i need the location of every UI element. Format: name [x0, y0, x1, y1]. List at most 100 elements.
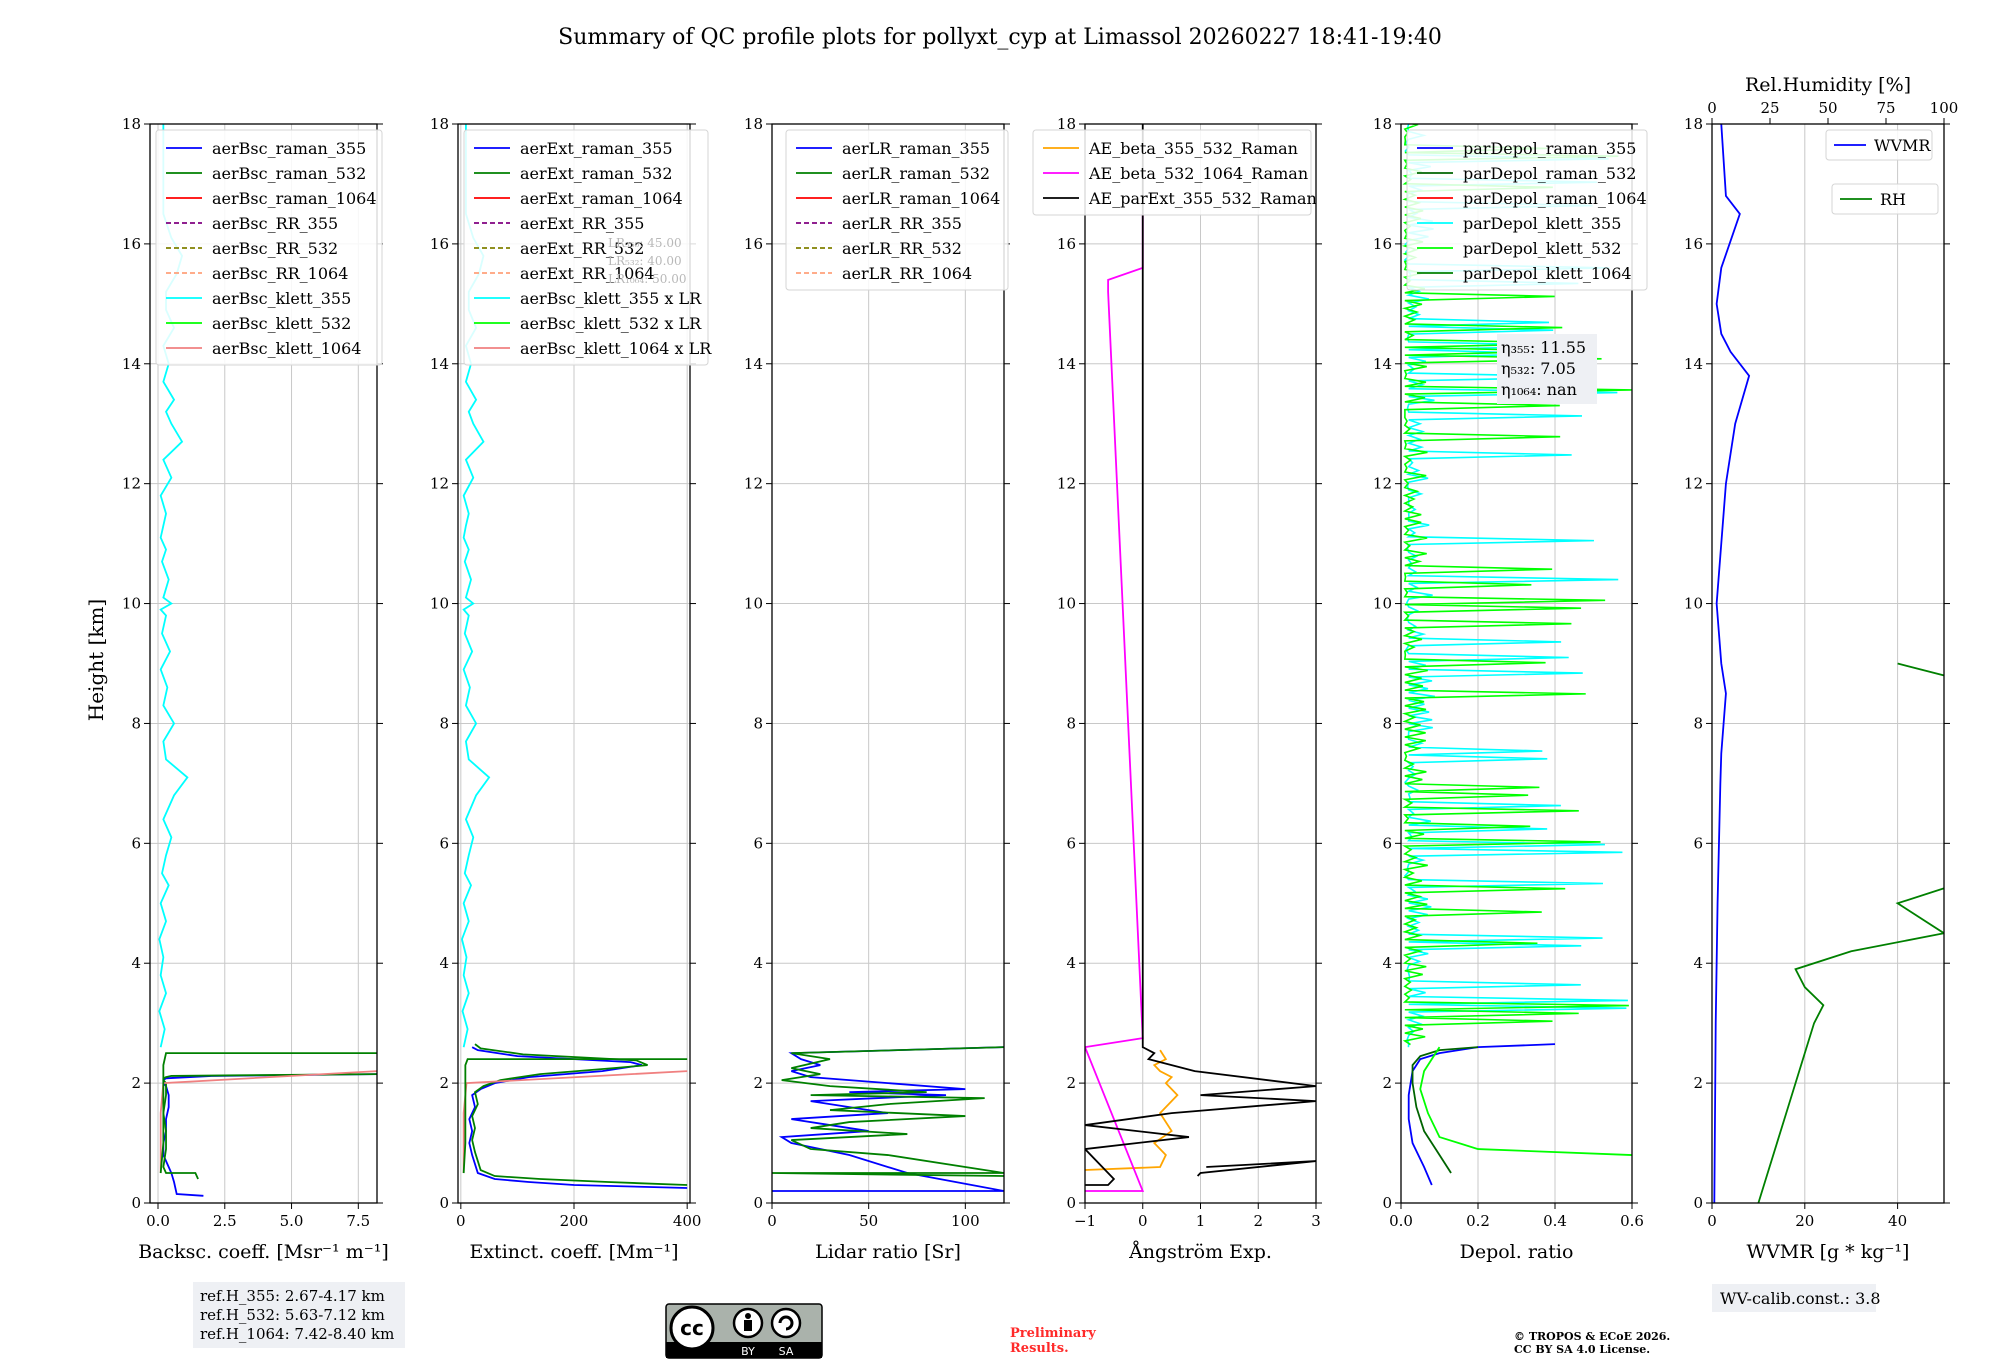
- y-tick-label: 4: [131, 954, 141, 972]
- y-tick-label: 12: [122, 475, 141, 493]
- preliminary-line1: Preliminary: [1010, 1326, 1096, 1341]
- y-tick-label: 6: [1066, 834, 1076, 852]
- legend: AE_beta_355_532_Raman AE_beta_532_1064_Ra…: [1032, 129, 1317, 216]
- legend-label: aerBsc_RR_355: [212, 214, 338, 233]
- y-tick-label: 16: [430, 235, 449, 253]
- aerBsc_raman_355-line: [162, 1073, 377, 1197]
- y-tick-label: 2: [1693, 1074, 1703, 1092]
- AE_beta_355_532_Raman-line: [1085, 1049, 1179, 1171]
- legend-label: aerLR_raman_532: [842, 164, 990, 183]
- x2-axis-label: Rel.Humidity [%]: [1745, 74, 1911, 96]
- y-tick-label: 8: [131, 714, 141, 732]
- x2-tick-label: 50: [1818, 99, 1837, 117]
- WVMR-line: [1713, 124, 1751, 1203]
- legend-box: [785, 129, 1009, 291]
- x-axis-label: Extinct. coeff. [Mm⁻¹]: [469, 1241, 678, 1263]
- x2-tick-label: 100: [1930, 99, 1959, 117]
- sa-share-icon: [770, 1307, 802, 1339]
- x-tick-label: 20: [1795, 1212, 1814, 1230]
- legend-label: aerBsc_klett_532 x LR: [520, 314, 702, 333]
- y-tick-label: 14: [1373, 355, 1392, 373]
- y-tick-label: 10: [1684, 595, 1703, 613]
- figure-title: Summary of QC profile plots for pollyxt_…: [558, 25, 1442, 50]
- legend-label: aerLR_RR_1064: [842, 264, 972, 283]
- y-tick-label: 6: [1382, 834, 1392, 852]
- axes-frame: [149, 123, 378, 1204]
- aerExt_raman_532-line: [471, 1043, 688, 1186]
- legend-RH: RH: [1831, 183, 1939, 215]
- legend-label: aerBsc_klett_1064 x LR: [520, 339, 712, 358]
- y-tick-label: 2: [439, 1074, 449, 1092]
- legend-label: RH: [1880, 190, 1906, 209]
- legend-box: [1032, 129, 1312, 216]
- y-tick-label: 14: [430, 355, 449, 373]
- x-tick-label: 0: [1707, 1212, 1717, 1230]
- legend-box: [463, 129, 709, 366]
- y-tick-label: 4: [753, 954, 763, 972]
- parDepol_raman_532-line: [1411, 1046, 1479, 1174]
- lr-annotation: LR₁₀₆₄: 50.00: [608, 272, 686, 286]
- eta-annotation: η₃₅₅: 11.55: [1501, 338, 1586, 357]
- legend-label: aerBsc_klett_532: [212, 314, 351, 333]
- x-tick-label: 0.4: [1543, 1212, 1567, 1230]
- y-tick-label: 16: [1057, 235, 1076, 253]
- y-tick-label: 16: [1373, 235, 1392, 253]
- y-tick-label: 12: [430, 475, 449, 493]
- axes-frame: [771, 123, 1005, 1204]
- eta-annotation: η₅₃₂: 7.05: [1501, 359, 1576, 378]
- y-tick-label: 14: [122, 355, 141, 373]
- y-tick-label: 2: [131, 1074, 141, 1092]
- x-axis-label: WVMR [g * kg⁻¹]: [1747, 1241, 1910, 1263]
- y-tick-label: 18: [1684, 115, 1703, 133]
- legend-label: aerExt_raman_1064: [520, 189, 683, 208]
- x-tick-label: 0.0: [1389, 1212, 1413, 1230]
- parDepol_raman_355-line: [1407, 1043, 1556, 1186]
- y-axis: 0 2 4 6 8 10 12 14 16 18: [744, 115, 1010, 1212]
- y-tick-label: 16: [122, 235, 141, 253]
- x-tick-label: −1: [1074, 1212, 1096, 1230]
- y-tick-label: 6: [131, 834, 141, 852]
- y-axis: 0 2 4 6 8 10 12 14 16 18: [122, 115, 383, 1212]
- y-tick-label: 18: [1057, 115, 1076, 133]
- lr-annotation: LR₅₃₂: 40.00: [608, 254, 682, 268]
- panel-3: 0 2 4 6 8 10 12 14 16 18 0 50 100 Lidar ratio [Sr] aer…: [744, 115, 1010, 1263]
- legend: aerBsc_raman_355 aerBsc_raman_532 aerBsc_r…: [155, 129, 383, 366]
- eta-box: [1497, 334, 1597, 404]
- x2-tick-label: 0: [1707, 99, 1717, 117]
- legend-label: WVMR: [1874, 136, 1931, 155]
- y-tick-label: 14: [1057, 355, 1076, 373]
- y-axis: 0 2 4 6 8 10 12 14 16 18: [1057, 115, 1322, 1212]
- cc-logo-text: cc: [680, 1316, 704, 1340]
- x-tick-label: 50: [859, 1212, 878, 1230]
- y-tick-label: 16: [1684, 235, 1703, 253]
- copyright-line2: CC BY SA 4.0 License.: [1514, 1343, 1650, 1356]
- y-tick-label: 18: [122, 115, 141, 133]
- x-tick-label: 100: [951, 1212, 980, 1230]
- gridlines: [1711, 123, 1944, 1204]
- legend-label: parDepol_klett_532: [1463, 239, 1621, 258]
- y-tick-label: 0: [753, 1194, 763, 1212]
- legend-box: [1831, 183, 1939, 215]
- sa-label: SA: [779, 1345, 794, 1358]
- y-tick-label: 18: [430, 115, 449, 133]
- y-tick-label: 0: [439, 1194, 449, 1212]
- AE_beta_532_1064_Raman-line: [1085, 213, 1145, 1192]
- x-tick-label: 0.0: [146, 1212, 170, 1230]
- x-tick-label: 0: [767, 1212, 777, 1230]
- plot-area: [772, 1046, 1004, 1192]
- x-tick-label: 0.2: [1466, 1212, 1490, 1230]
- legend-label: aerBsc_raman_1064: [212, 189, 377, 208]
- legend: aerLR_raman_355 aerLR_raman_532 aerLR_rama…: [785, 129, 1009, 291]
- aerBsc_klett_1064-line: [159, 1070, 377, 1174]
- y-tick-label: 12: [1373, 475, 1392, 493]
- x-tick-label: 5.0: [280, 1212, 304, 1230]
- wv-calib-const: WV-calib.const.: 3.8: [1720, 1289, 1881, 1308]
- parDepol_klett_532-line: [1419, 1046, 1632, 1156]
- y-axis: 0 2 4 6 8 10 12 14 16 18: [430, 115, 696, 1212]
- y-tick-label: 12: [1684, 475, 1703, 493]
- legend-label: AE_beta_532_1064_Raman: [1088, 164, 1308, 183]
- legend-label: aerBsc_raman_355: [212, 139, 366, 158]
- x-tick-label: 2.5: [213, 1212, 237, 1230]
